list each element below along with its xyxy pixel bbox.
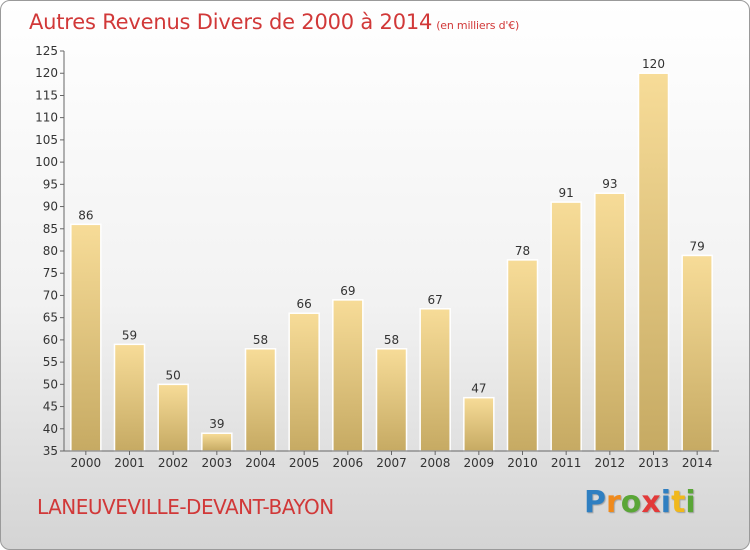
logo-letter: r [606,485,621,520]
location-name: LANEUVEVILLE-DEVANT-BAYON [37,495,334,519]
chart-title: Autres Revenus Divers de 2000 à 2014 (en … [29,10,519,34]
x-tick-label: 2010 [507,456,538,470]
x-tick-label: 2012 [595,456,626,470]
bars: 86 59 50 39 58 66 69 58 67 47 78 91 93 120 79 [70,57,713,452]
y-tick-label: 80 [43,244,58,258]
bar-2007 [375,348,408,452]
bar-value-label: 59 [122,328,137,342]
proxiti-logo: Proxiti [584,485,696,520]
bar-value-label: 39 [209,417,224,431]
bar-value-label: 93 [602,177,617,191]
x-tick-label: 2001 [114,456,145,470]
bar-2001 [113,343,146,452]
y-tick-label: 95 [43,177,58,191]
y-tick-label: 45 [43,400,58,414]
bar-2002 [157,383,189,452]
x-tick-label: 2000 [71,456,102,470]
bar-2004 [244,348,277,452]
y-tick-label: 85 [43,222,58,236]
y-tick-label: 125 [35,44,58,58]
bar-value-label: 79 [690,239,705,253]
logo-letter: o [620,485,642,520]
bar-2005 [288,312,320,452]
y-tick-label: 115 [35,88,58,102]
y-tick-label: 100 [35,155,58,169]
y-tick-label: 70 [43,288,58,302]
y-tick-label: 105 [35,133,58,147]
y-tick-label: 60 [43,333,58,347]
x-tick-label: 2006 [333,456,364,470]
bar-value-label: 86 [78,208,93,222]
logo-letter: i [685,485,696,520]
x-tick-label: 2011 [551,456,582,470]
y-tick-label: 110 [35,111,58,125]
bar-value-label: 50 [166,368,181,382]
bar-value-label: 120 [642,57,665,71]
y-tick-label: 120 [35,66,58,80]
bar-value-label: 78 [515,244,530,258]
bar-value-label: 69 [340,284,355,298]
logo-letter: P [584,485,606,520]
y-axis: 35 40 45 50 55 60 65 70 75 80 85 90 95 100 105 110 115 12… [35,44,65,458]
bar-2012 [594,192,626,452]
bar-2003 [201,432,233,452]
bar-2014 [681,254,713,452]
x-tick-label: 2007 [376,456,407,470]
chart-title-text: Autres Revenus Divers de 2000 à 2014 [29,10,433,34]
bar-2011 [550,201,582,452]
x-tick-label: 2005 [289,456,320,470]
y-tick-label: 75 [43,266,58,280]
bar-value-label: 67 [428,293,443,307]
y-tick-label: 40 [43,422,58,436]
y-tick-label: 50 [43,377,58,391]
bar-value-label: 58 [384,333,399,347]
bar-value-label: 58 [253,333,268,347]
x-tick-label: 2002 [158,456,189,470]
bar-2008 [419,308,451,452]
y-tick-label: 90 [43,200,58,214]
y-tick-label: 35 [43,444,58,458]
x-tick-label: 2013 [638,456,669,470]
x-tick-label: 2003 [202,456,233,470]
bar-2010 [506,259,539,452]
bar-value-label: 91 [559,186,574,200]
x-tick-label: 2008 [420,456,451,470]
x-tick-label: 2014 [682,456,713,470]
bar-2009 [463,396,495,452]
logo-letter: t [671,485,686,520]
bar-2013 [637,72,670,452]
bar-2006 [332,299,364,452]
bar-value-label: 66 [297,297,312,311]
x-tick-label: 2009 [464,456,495,470]
x-axis: 2000 2001 2002 2003 2004 2005 2006 2007 2008 2009… [64,450,719,470]
x-tick-label: 2004 [245,456,276,470]
bar-2000 [70,223,102,452]
chart-unit-note: (en milliers d'€) [436,19,520,32]
bar-value-label: 47 [471,382,486,396]
logo-letter: x [641,485,661,520]
logo-letter: i [660,485,672,520]
y-tick-label: 65 [43,311,58,325]
y-tick-label: 55 [43,355,58,369]
